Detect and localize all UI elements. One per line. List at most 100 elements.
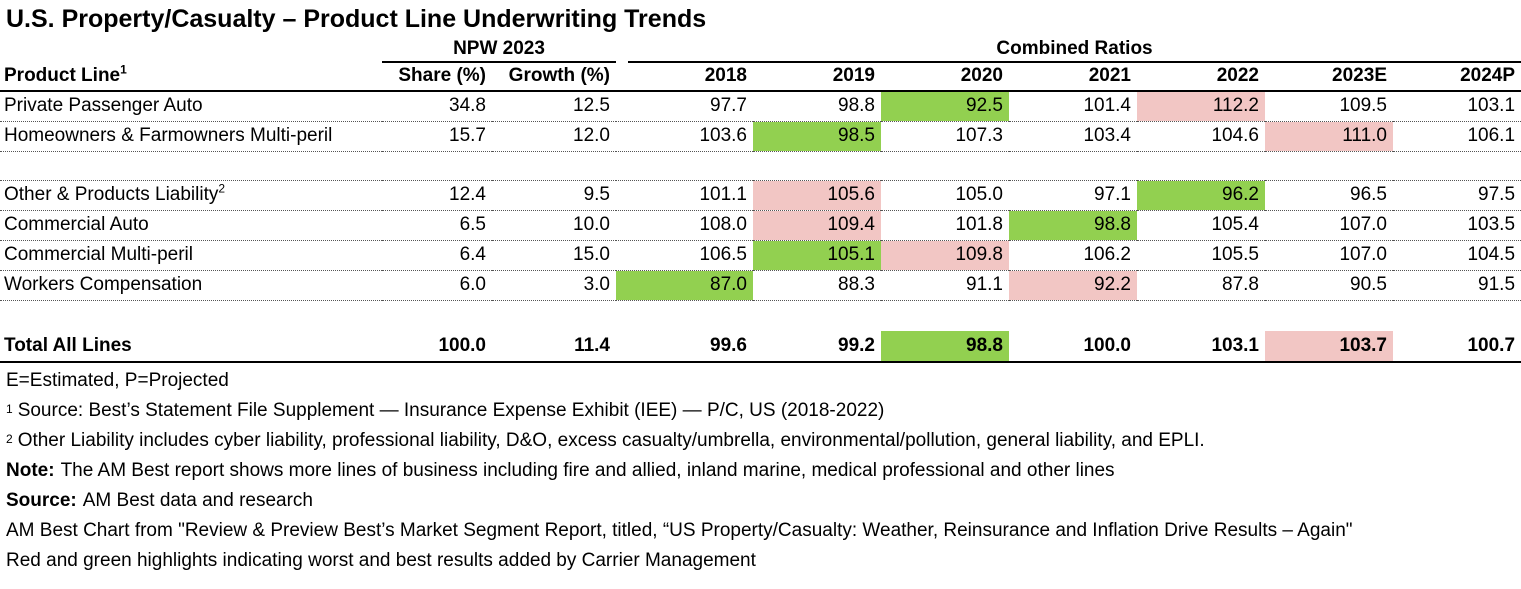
ratio-cell: 92.2 (1009, 270, 1137, 301)
share-cell: 100.0 (382, 331, 492, 363)
column-header-2023e: 2023E (1265, 63, 1393, 92)
ratio-cell: 96.5 (1265, 180, 1393, 211)
ratio-cell: 98.5 (753, 121, 881, 152)
ratio-cell: 97.1 (1009, 180, 1137, 211)
ratio-cell: 87.8 (1137, 270, 1265, 301)
ratio-cell: 106.1 (1393, 121, 1521, 152)
ratio-cell: 98.8 (881, 331, 1009, 363)
ratio-cell: 91.1 (881, 270, 1009, 301)
growth-cell: 10.0 (492, 210, 616, 241)
ratio-cell: 98.8 (1009, 210, 1137, 241)
ratio-cell: 107.0 (1265, 240, 1393, 271)
product-line-label: Commercial Auto (4, 214, 149, 236)
ratio-cell: 107.0 (1265, 210, 1393, 241)
legend-text: E=Estimated, P=Projected (6, 370, 229, 391)
ratio-cell: 88.3 (753, 270, 881, 301)
group-header-npw: NPW 2023 (382, 38, 616, 63)
growth-cell: 15.0 (492, 240, 616, 271)
total-label: Total All Lines (4, 334, 132, 356)
ratio-cell: 100.0 (1009, 331, 1137, 363)
column-header-2018: 2018 (616, 63, 753, 92)
column-header-row: Product Line1 Share (%) Growth (%) 2018 … (0, 63, 1521, 92)
growth-cell: 12.5 (492, 91, 616, 122)
ratio-cell: 111.0 (1265, 121, 1393, 152)
source-label: Source: (6, 490, 77, 511)
product-line-footnote-marker: 1 (120, 63, 127, 77)
npw-2023-label: NPW 2023 (382, 38, 616, 63)
ratio-cell: 103.7 (1265, 331, 1393, 363)
ratio-cell: 104.6 (1137, 121, 1265, 152)
note-label: Note: (6, 460, 55, 481)
ratio-cell: 101.1 (616, 180, 753, 211)
ratio-cell: 103.1 (1137, 331, 1265, 363)
ratio-cell: 92.5 (881, 91, 1009, 122)
ratio-cell: 109.5 (1265, 91, 1393, 122)
product-line-label: Other & Products Liability (4, 184, 219, 206)
ratio-cell: 106.5 (616, 240, 753, 271)
footnote-2-text: Other Liability includes cyber liability… (17, 430, 1205, 451)
ratio-cell: 105.0 (881, 180, 1009, 211)
source-text: AM Best data and research (82, 490, 313, 511)
group-header-combined-ratios: Combined Ratios (616, 38, 1521, 63)
ratio-cell: 105.4 (1137, 210, 1265, 241)
ratio-cell: 109.4 (753, 210, 881, 241)
ratio-cell: 97.5 (1393, 180, 1521, 211)
product-line-cell: Workers Compensation (0, 270, 382, 301)
growth-cell: 9.5 (492, 180, 616, 211)
column-header-2020: 2020 (881, 63, 1009, 92)
product-line-cell: Commercial Multi-peril (0, 240, 382, 271)
combined-ratios-label: Combined Ratios (628, 38, 1521, 63)
ratio-cell: 90.5 (1265, 270, 1393, 301)
spacer-row (0, 301, 1521, 332)
product-line-label: Homeowners & Farmowners Multi-peril (4, 125, 333, 147)
ratio-cell: 108.0 (616, 210, 753, 241)
ratio-cell: 96.2 (1137, 180, 1265, 211)
product-line-header-label: Product Line (4, 65, 121, 87)
table-row-homeowners: Homeowners & Farmowners Multi-peril 15.7… (0, 121, 1521, 152)
source-line: Source: AM Best data and research (6, 486, 1521, 516)
ratio-cell: 105.1 (753, 240, 881, 271)
share-cell: 6.4 (382, 240, 492, 271)
table-row-private-passenger-auto: Private Passenger Auto 34.8 12.5 97.7 98… (0, 91, 1521, 122)
ratio-cell: 98.8 (753, 91, 881, 122)
share-cell: 6.5 (382, 210, 492, 241)
column-header-2022: 2022 (1137, 63, 1265, 92)
legend-note: E=Estimated, P=Projected (6, 366, 1521, 396)
note-line: Note: The AM Best report shows more lines… (6, 456, 1521, 486)
column-header-product-line: Product Line1 (0, 63, 382, 92)
product-line-cell: Other & Products Liability2 (0, 180, 382, 211)
footnote-2: 2 Other Liability includes cyber liabilit… (6, 430, 1205, 451)
table-row-commercial-multi-peril: Commercial Multi-peril 6.4 15.0 106.5 10… (0, 240, 1521, 271)
ratio-cell: 105.6 (753, 180, 881, 211)
product-line-cell: Commercial Auto (0, 210, 382, 241)
ratio-cell: 103.5 (1393, 210, 1521, 241)
ratio-cell: 99.2 (753, 331, 881, 363)
ratio-cell: 106.2 (1009, 240, 1137, 271)
growth-cell: 3.0 (492, 270, 616, 301)
product-line-label: Commercial Multi-peril (4, 244, 193, 266)
highlights-note-line: Red and green highlights indicating wors… (6, 546, 1521, 576)
ratio-cell: 103.1 (1393, 91, 1521, 122)
ratio-cell: 99.6 (616, 331, 753, 363)
ratio-cell: 103.6 (616, 121, 753, 152)
footnote-1: 1 Source: Best’s Statement File Supplemen… (6, 400, 885, 421)
product-line-cell: Homeowners & Farmowners Multi-peril (0, 121, 382, 152)
ratio-cell: 105.5 (1137, 240, 1265, 271)
column-header-share: Share (%) (382, 63, 492, 92)
ratio-cell: 112.2 (1137, 91, 1265, 122)
note-text: The AM Best report shows more lines of b… (60, 460, 1115, 481)
spacer-cell (0, 301, 1521, 332)
ratio-cell: 101.4 (1009, 91, 1137, 122)
column-header-2019: 2019 (753, 63, 881, 92)
share-cell: 15.7 (382, 121, 492, 152)
ratio-cell: 104.5 (1393, 240, 1521, 271)
underwriting-trends-table: NPW 2023 Combined Ratios Product Line1 S… (0, 38, 1521, 363)
table-row-total-all-lines: Total All Lines 100.0 11.4 99.6 99.2 98.… (0, 331, 1521, 363)
column-header-growth: Growth (%) (492, 63, 616, 92)
ratio-cell: 109.8 (881, 240, 1009, 271)
footnote-marker: 2 (218, 181, 226, 196)
share-cell: 12.4 (382, 180, 492, 211)
spacer-cell (0, 151, 1521, 181)
product-line-cell: Total All Lines (0, 331, 382, 363)
